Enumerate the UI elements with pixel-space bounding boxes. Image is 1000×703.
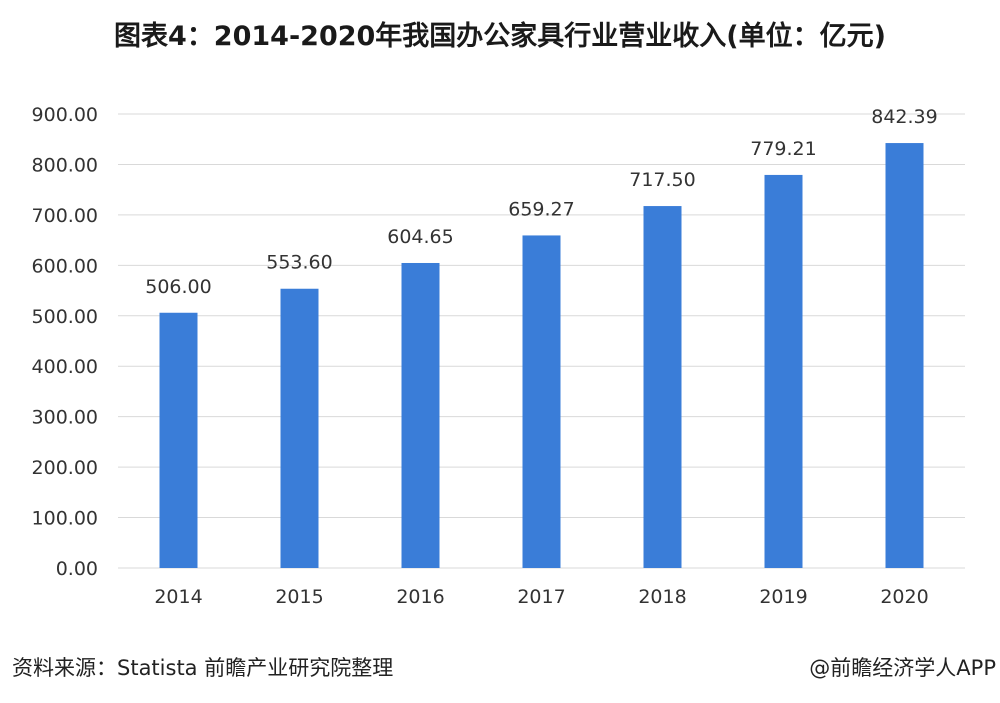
y-tick-label: 600.00 — [32, 255, 98, 277]
y-tick-label: 700.00 — [32, 205, 98, 227]
value-label: 842.39 — [871, 106, 937, 128]
bar — [401, 262, 440, 568]
bar — [522, 235, 561, 568]
y-tick-label: 0.00 — [56, 558, 98, 580]
value-label: 779.21 — [750, 138, 816, 160]
y-tick-label: 800.00 — [32, 154, 98, 176]
chart-title: 图表4：2014-2020年我国办公家具行业营业收入(单位：亿元) — [114, 21, 886, 52]
x-tick-label: 2020 — [880, 586, 928, 608]
y-tick-label: 300.00 — [32, 407, 98, 429]
x-tick-label: 2014 — [154, 586, 202, 608]
x-tick-label: 2015 — [275, 586, 323, 608]
y-tick-label: 900.00 — [32, 104, 98, 126]
value-label: 506.00 — [145, 276, 211, 298]
source-note: 资料来源：Statista 前瞻产业研究院整理 — [12, 656, 394, 680]
y-tick-label: 100.00 — [32, 508, 98, 530]
y-tick-label: 400.00 — [32, 356, 98, 378]
bar — [885, 143, 924, 569]
value-label: 604.65 — [387, 226, 453, 248]
y-tick-label: 200.00 — [32, 457, 98, 479]
value-label: 553.60 — [266, 252, 332, 274]
bar — [643, 206, 682, 569]
x-tick-label: 2017 — [517, 586, 565, 608]
value-label: 659.27 — [508, 198, 574, 220]
bar — [159, 312, 198, 568]
x-tick-label: 2019 — [759, 586, 807, 608]
credit-note: @前瞻经济学人APP — [809, 656, 996, 680]
bar — [280, 288, 319, 568]
y-tick-label: 500.00 — [32, 306, 98, 328]
bar — [764, 174, 803, 569]
x-tick-label: 2018 — [638, 586, 686, 608]
value-label: 717.50 — [629, 169, 695, 191]
x-tick-label: 2016 — [396, 586, 444, 608]
